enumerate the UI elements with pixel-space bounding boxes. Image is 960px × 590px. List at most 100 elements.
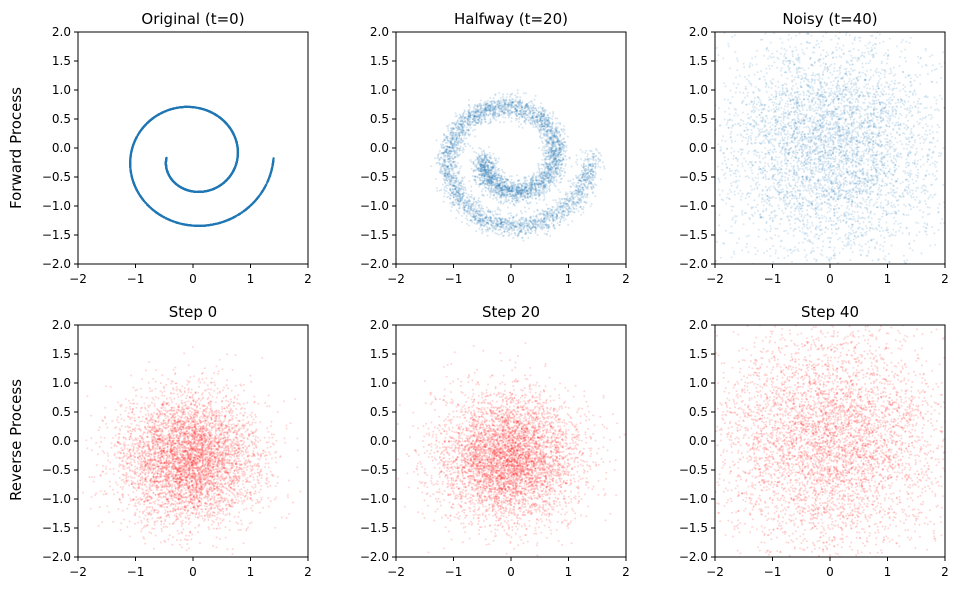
- data-point: [545, 210, 548, 213]
- data-point: [443, 192, 446, 195]
- data-point: [468, 98, 471, 101]
- data-point: [540, 180, 543, 183]
- data-point: [502, 185, 505, 188]
- data-point: [133, 183, 136, 186]
- data-point: [552, 139, 555, 142]
- data-point: [552, 160, 555, 163]
- data-point: [194, 106, 197, 109]
- data-point: [192, 190, 195, 193]
- data-point: [457, 172, 460, 175]
- data-point: [467, 207, 470, 210]
- data-point: [543, 197, 546, 200]
- data-point: [459, 120, 462, 123]
- data-point: [192, 224, 195, 227]
- panel-title: Halfway (t=20): [454, 10, 568, 28]
- data-point: [538, 130, 541, 133]
- data-point: [486, 164, 489, 167]
- data-point: [449, 202, 452, 205]
- data-point: [479, 221, 482, 224]
- data-point: [502, 193, 505, 196]
- data-point: [530, 183, 533, 186]
- data-point: [492, 193, 495, 196]
- y-tick-label: 1.5: [52, 54, 71, 68]
- data-point: [577, 191, 579, 194]
- data-point: [488, 184, 491, 187]
- data-point: [581, 151, 584, 153]
- data-point: [547, 223, 550, 226]
- x-tick-label: 2: [304, 272, 312, 286]
- data-point: [489, 216, 492, 219]
- data-point: [497, 201, 500, 204]
- data-point: [536, 226, 539, 228]
- data-point: [448, 123, 451, 126]
- data-point: [456, 132, 459, 135]
- data-point: [445, 148, 448, 151]
- data-point: [514, 113, 517, 115]
- panel-original: Original (t=0) −2 −1 0 1 2−2.0−1.5−1.0−0.50.…: [42, 10, 312, 286]
- data-point: [508, 187, 511, 190]
- data-point: [209, 110, 212, 113]
- data-point: [592, 153, 595, 155]
- data-point: [231, 130, 234, 133]
- data-point: [463, 212, 466, 215]
- data-point: [543, 109, 546, 112]
- data-point: [563, 202, 566, 205]
- data-point: [575, 183, 578, 186]
- data-point: [140, 128, 143, 131]
- data-point: [478, 179, 481, 182]
- data-point: [500, 104, 503, 107]
- data-point: [463, 209, 466, 212]
- data-point: [532, 188, 535, 191]
- data-point: [496, 113, 499, 116]
- data-point: [513, 204, 516, 207]
- x-tick-label: 0: [189, 272, 197, 286]
- data-point: [460, 118, 463, 120]
- data-point: [168, 175, 172, 179]
- data-point: [144, 201, 147, 205]
- data-point: [486, 108, 489, 111]
- data-point: [233, 135, 236, 138]
- data-point: [593, 162, 596, 165]
- data-point: [512, 215, 515, 218]
- data-point: [548, 120, 551, 123]
- data-point: [236, 157, 239, 160]
- data-point: [535, 116, 538, 118]
- data-point: [441, 144, 444, 147]
- data-point: [511, 186, 514, 189]
- data-point: [514, 107, 517, 110]
- data-point: [168, 108, 171, 111]
- data-point: [510, 101, 513, 104]
- data-point: [508, 190, 510, 193]
- data-point: [515, 185, 518, 188]
- data-point: [541, 141, 544, 144]
- data-point: [543, 125, 546, 128]
- data-point: [503, 201, 506, 204]
- data-point: [538, 173, 541, 176]
- data-point: [438, 152, 441, 155]
- data-point: [499, 179, 501, 182]
- data-point: [494, 93, 497, 96]
- data-point: [213, 112, 216, 115]
- data-point: [524, 122, 527, 125]
- data-point: [455, 122, 458, 125]
- data-point: [474, 218, 477, 221]
- data-point: [511, 104, 514, 107]
- data-point: [558, 130, 561, 133]
- data-point: [489, 180, 492, 183]
- data-point: [497, 106, 500, 109]
- data-point: [447, 140, 450, 143]
- data-point: [483, 173, 486, 176]
- data-point: [599, 166, 602, 169]
- data-point: [479, 215, 482, 218]
- data-point: [490, 178, 493, 181]
- data-point: [133, 141, 136, 144]
- data-point: [576, 163, 579, 166]
- data-point: [497, 160, 499, 163]
- data-point: [538, 189, 541, 192]
- data-point: [227, 124, 230, 127]
- data-point: [542, 115, 545, 118]
- data-point: [537, 164, 540, 167]
- data-point: [549, 234, 552, 237]
- data-point: [552, 171, 555, 174]
- data-point: [590, 203, 593, 205]
